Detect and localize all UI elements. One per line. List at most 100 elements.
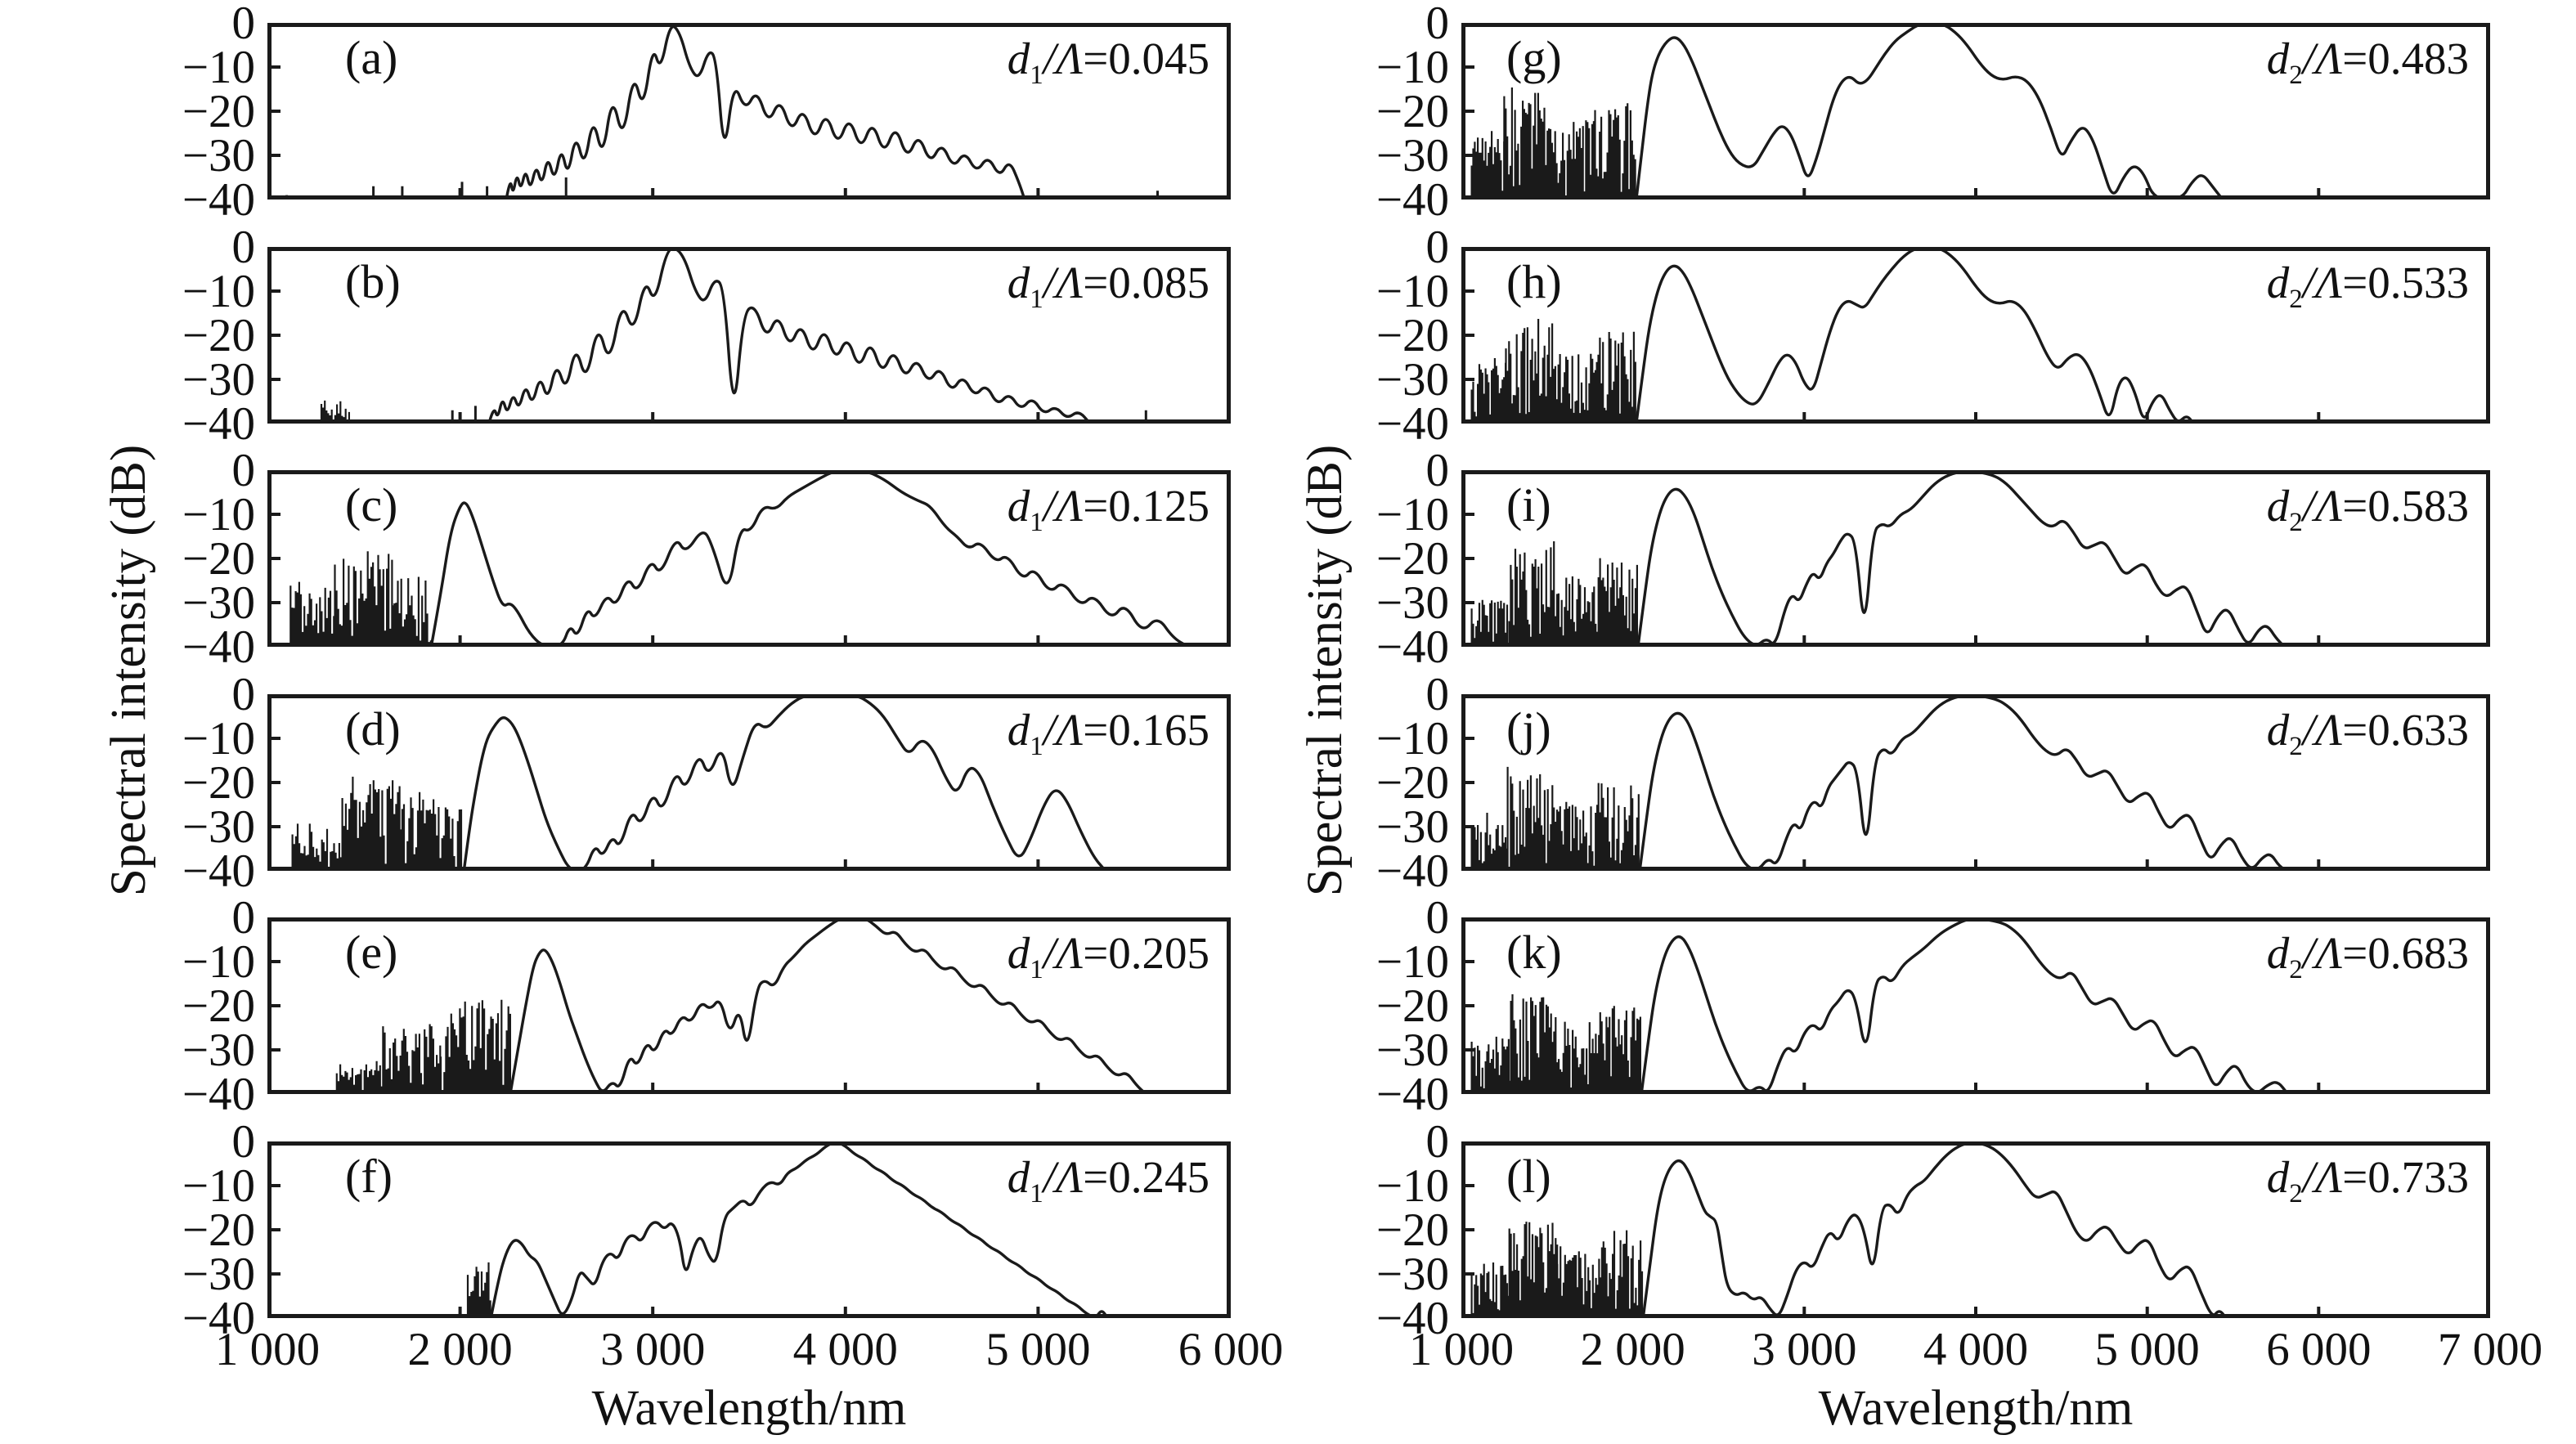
annotation-subscript: 1 bbox=[1030, 955, 1043, 984]
y-tick-label: −20 bbox=[1376, 980, 1449, 1032]
spectrum-plot-k bbox=[1461, 917, 2490, 1094]
panel-label: (k) bbox=[1506, 926, 1562, 979]
annotation-subscript: 1 bbox=[1030, 508, 1043, 537]
annotation-d-symbol: d bbox=[1007, 928, 1030, 978]
y-tick-label: −30 bbox=[182, 800, 255, 853]
annotation-d-symbol: d bbox=[1007, 481, 1030, 531]
annotation-subscript: 2 bbox=[2289, 508, 2303, 537]
annotation-value: =0.733 bbox=[2342, 1152, 2469, 1202]
spectrum-plot-c bbox=[267, 470, 1231, 647]
panel-label: (d) bbox=[345, 702, 401, 756]
y-tick-label: 0 bbox=[1425, 892, 1450, 944]
panel-annotation: d1/Λ=0.165 bbox=[1008, 705, 1209, 760]
spectrum-plot-j bbox=[1461, 694, 2490, 871]
y-tick-label: −10 bbox=[1376, 712, 1449, 765]
subplot-j: (j) d2/Λ=0.633 bbox=[1461, 694, 2490, 871]
y-tick-label: −40 bbox=[1376, 174, 1449, 226]
annotation-value: =0.165 bbox=[1083, 705, 1209, 755]
panel-annotation: d2/Λ=0.633 bbox=[2267, 705, 2469, 760]
spectrum-plot-b bbox=[267, 247, 1231, 424]
annotation-lambda: /Λ bbox=[1043, 481, 1084, 531]
y-tick-label: −20 bbox=[1376, 309, 1449, 361]
annotation-subscript: 2 bbox=[2289, 955, 2303, 984]
annotation-value: =0.533 bbox=[2342, 258, 2469, 307]
annotation-d-symbol: d bbox=[2266, 34, 2290, 83]
x-axis-title-right: Wavelength/nm bbox=[1818, 1381, 2134, 1436]
y-tick-label: −40 bbox=[182, 845, 255, 897]
panel-annotation: d2/Λ=0.533 bbox=[2267, 258, 2469, 313]
y-tick-label: −40 bbox=[182, 397, 255, 450]
y-tick-label: −20 bbox=[1376, 86, 1449, 137]
annotation-lambda: /Λ bbox=[2302, 34, 2343, 83]
x-tick-label: 4 000 bbox=[1923, 1324, 2029, 1375]
y-tick-label: −40 bbox=[1376, 845, 1449, 897]
annotation-subscript: 2 bbox=[2289, 285, 2303, 314]
y-tick-label: −30 bbox=[1376, 1025, 1449, 1076]
panel-annotation: d2/Λ=0.683 bbox=[2266, 928, 2469, 984]
annotation-lambda: /Λ bbox=[1043, 258, 1084, 307]
y-tick-label: −10 bbox=[182, 936, 255, 988]
panel-label: (c) bbox=[345, 478, 398, 531]
subplot-k: (k) d2/Λ=0.683 bbox=[1461, 917, 2490, 1094]
y-tick-label: −20 bbox=[182, 533, 255, 585]
y-tick-label: 0 bbox=[1425, 445, 1450, 496]
y-tick-label: −20 bbox=[182, 86, 255, 137]
annotation-value: =0.125 bbox=[1083, 481, 1209, 531]
spectrum-plot-d bbox=[267, 694, 1231, 871]
y-tick-label: −10 bbox=[1376, 489, 1449, 540]
annotation-lambda: /Λ bbox=[2302, 705, 2343, 755]
annotation-value: =0.245 bbox=[1083, 1152, 1209, 1202]
y-tick-label: 0 bbox=[1425, 668, 1450, 720]
x-tick-label: 3 000 bbox=[600, 1324, 706, 1375]
annotation-value: =0.045 bbox=[1083, 34, 1209, 83]
annotation-lambda: /Λ bbox=[2302, 928, 2343, 978]
x-tick-label: 6 000 bbox=[2266, 1324, 2372, 1375]
y-tick-label: −30 bbox=[1376, 1248, 1449, 1300]
x-tick-label: 5 000 bbox=[2094, 1324, 2200, 1375]
spectrum-plot-f bbox=[267, 1141, 1231, 1318]
panel-annotation: d2/Λ=0.583 bbox=[2267, 483, 2469, 536]
y-tick-label: −30 bbox=[1376, 577, 1449, 629]
y-tick-label: −30 bbox=[182, 130, 255, 182]
annotation-subscript: 2 bbox=[2289, 61, 2303, 90]
panel-label: (i) bbox=[1506, 478, 1551, 531]
y-tick-label: −10 bbox=[1376, 42, 1449, 93]
subplot-h: (h) d2/Λ=0.533 bbox=[1461, 247, 2490, 424]
x-tick-label: 2 000 bbox=[1580, 1324, 1685, 1375]
spectrum-plot-h bbox=[1461, 247, 2490, 424]
annotation-d-symbol: d bbox=[2266, 1152, 2290, 1202]
subplot-f: (f) d1/Λ=0.245 bbox=[267, 1141, 1231, 1318]
annotation-subscript: 1 bbox=[1030, 732, 1043, 761]
y-tick-label: 0 bbox=[1425, 1115, 1450, 1168]
panel-label: (b) bbox=[345, 255, 401, 308]
x-tick-label: 3 000 bbox=[1752, 1324, 1857, 1375]
spectrum-plot-l bbox=[1461, 1141, 2490, 1318]
y-tick-label: −10 bbox=[1376, 1159, 1449, 1212]
x-tick-label: 1 000 bbox=[1408, 1324, 1515, 1375]
y-tick-label: −30 bbox=[182, 1248, 255, 1300]
x-tick-label: 7 000 bbox=[2437, 1324, 2543, 1375]
x-tick-label: 4 000 bbox=[792, 1324, 898, 1375]
y-tick-label: −20 bbox=[1376, 756, 1449, 809]
panel-label: (g) bbox=[1506, 31, 1562, 84]
y-tick-label: −30 bbox=[182, 577, 255, 629]
panel-label: (a) bbox=[345, 31, 398, 84]
subplot-l: (l) d2/Λ=0.733 bbox=[1461, 1141, 2490, 1318]
y-tick-label: −40 bbox=[1376, 1069, 1449, 1120]
y-tick-label: −40 bbox=[182, 1292, 255, 1344]
annotation-d-symbol: d bbox=[2266, 928, 2290, 978]
annotation-value: =0.683 bbox=[2342, 928, 2469, 978]
y-tick-label: −20 bbox=[1376, 533, 1449, 585]
subplot-g: (g) d2/Λ=0.483 bbox=[1461, 23, 2490, 200]
y-tick-label: −30 bbox=[182, 353, 255, 406]
y-tick-label: −40 bbox=[1376, 397, 1449, 450]
annotation-value: =0.633 bbox=[2342, 705, 2469, 755]
annotation-d-symbol: d bbox=[1007, 34, 1030, 83]
panel-annotation: d1/Λ=0.125 bbox=[1007, 481, 1209, 536]
annotation-subscript: 1 bbox=[1030, 61, 1043, 90]
annotation-subscript: 2 bbox=[2289, 1179, 2303, 1209]
annotation-lambda: /Λ bbox=[1043, 705, 1084, 755]
annotation-subscript: 1 bbox=[1030, 1179, 1043, 1209]
panel-annotation: d1/Λ=0.085 bbox=[1008, 258, 1209, 313]
